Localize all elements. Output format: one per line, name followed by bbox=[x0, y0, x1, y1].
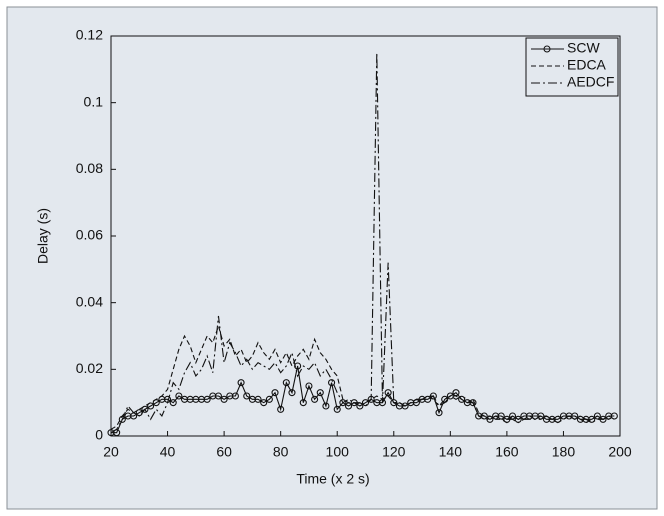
x-tick-label: 100 bbox=[326, 444, 350, 460]
point bbox=[322, 402, 330, 410]
point bbox=[243, 392, 251, 400]
point bbox=[237, 379, 245, 387]
y-tick-label: 0.04 bbox=[76, 293, 103, 309]
point bbox=[220, 395, 228, 403]
legend-label: EDCA bbox=[567, 57, 607, 73]
y-tick-label: 0.08 bbox=[76, 160, 103, 176]
point bbox=[311, 395, 319, 403]
point bbox=[469, 399, 477, 407]
legend-box bbox=[525, 37, 619, 97]
point bbox=[277, 405, 285, 413]
point bbox=[480, 412, 488, 420]
point bbox=[203, 395, 211, 403]
point bbox=[401, 402, 409, 410]
legend-label: AEDCF bbox=[567, 74, 614, 90]
x-tick-label: 200 bbox=[608, 444, 632, 460]
y-tick-label: 0.12 bbox=[76, 27, 103, 43]
point bbox=[497, 412, 505, 420]
point bbox=[231, 392, 239, 400]
y-axis-label: Delay (s) bbox=[35, 208, 51, 264]
point bbox=[316, 389, 324, 397]
point bbox=[333, 405, 341, 413]
y-tick-label: 0.02 bbox=[76, 360, 103, 376]
y-tick-label: 0 bbox=[95, 427, 103, 443]
point bbox=[282, 379, 290, 387]
x-tick-label: 140 bbox=[439, 444, 463, 460]
x-tick-label: 60 bbox=[216, 444, 232, 460]
x-tick-label: 180 bbox=[552, 444, 576, 460]
x-tick-label: 20 bbox=[103, 444, 119, 460]
point bbox=[288, 389, 296, 397]
point bbox=[435, 409, 443, 417]
legend-label: SCW bbox=[567, 40, 600, 56]
point bbox=[424, 395, 432, 403]
legend-marker bbox=[543, 45, 551, 53]
x-tick-label: 40 bbox=[160, 444, 176, 460]
point bbox=[294, 362, 302, 370]
x-tick-label: 80 bbox=[273, 444, 289, 460]
point bbox=[588, 415, 596, 423]
point bbox=[169, 399, 177, 407]
point bbox=[299, 399, 307, 407]
series-line bbox=[110, 52, 615, 434]
point bbox=[328, 379, 336, 387]
point bbox=[214, 392, 223, 400]
point bbox=[593, 412, 601, 420]
y-tick-label: 0.06 bbox=[76, 227, 103, 243]
point bbox=[305, 382, 313, 390]
point bbox=[271, 389, 279, 397]
x-axis-label: Time (x 2 s) bbox=[296, 471, 369, 487]
x-tick-label: 160 bbox=[495, 444, 519, 460]
x-tick-label: 120 bbox=[382, 444, 406, 460]
y-tick-label: 0.1 bbox=[84, 93, 104, 109]
point bbox=[458, 395, 466, 403]
point bbox=[339, 399, 347, 407]
point bbox=[175, 392, 183, 400]
point bbox=[265, 395, 273, 403]
point bbox=[260, 399, 268, 407]
point bbox=[141, 405, 149, 413]
point bbox=[254, 395, 262, 403]
